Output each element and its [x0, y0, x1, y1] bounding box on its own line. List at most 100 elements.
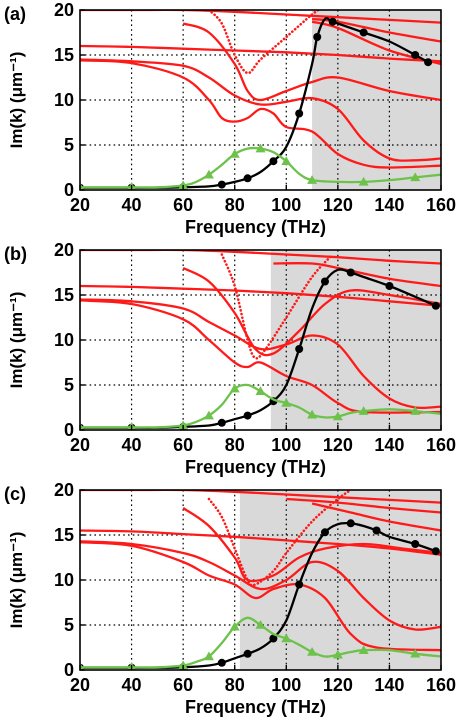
data-point-triangle [229, 149, 240, 158]
series-red-dotted-5 [207, 490, 353, 587]
x-tick-label: 80 [225, 195, 245, 215]
data-point-circle [269, 157, 278, 166]
panel-label: (c) [4, 484, 26, 504]
y-tick-label: 10 [54, 570, 74, 590]
series-red-0 [80, 490, 441, 504]
series-red-1 [80, 529, 441, 556]
y-tick-label: 0 [64, 180, 74, 200]
series-red-0 [80, 250, 441, 265]
series-red-3 [80, 541, 441, 652]
data-point-triangle [410, 406, 421, 415]
series-red-3 [80, 299, 441, 414]
data-point-circle [385, 282, 394, 290]
data-point-triangle [80, 422, 85, 430]
data-point-triangle [332, 649, 343, 659]
series-green-9 [80, 616, 441, 669]
series-red-1 [80, 44, 441, 63]
series-group [80, 10, 441, 190]
chart-panel-1: 20 40 60 80 100 120 140 160 0 5 10 15 20 Frequency (T… [4, 0, 456, 237]
data-point-triangle [410, 648, 421, 658]
y-axis-label: Im(k) (μm⁻¹) [7, 532, 26, 629]
x-tick-label: 160 [426, 435, 456, 455]
data-point-triangle [358, 406, 369, 415]
series-red-dotted-5 [220, 253, 334, 360]
x-tick-label: 20 [70, 435, 90, 455]
data-point-triangle [229, 383, 240, 393]
data-point-circle [411, 540, 420, 548]
x-tick-label: 100 [271, 675, 301, 695]
series-group [80, 490, 441, 670]
data-point-triangle [178, 660, 189, 670]
y-tick-label: 5 [64, 375, 74, 395]
series-red-0 [80, 10, 441, 24]
x-tick-label: 60 [173, 675, 193, 695]
y-tick-label: 15 [54, 525, 74, 545]
data-point-triangle [307, 409, 318, 419]
y-tick-label: 15 [54, 45, 74, 65]
data-point-triangle [281, 398, 292, 407]
data-point-circle [320, 277, 329, 286]
series-red-4 [182, 266, 441, 357]
x-tick-label: 40 [122, 675, 142, 695]
chart-panel-3: 20 40 60 80 100 120 140 160 0 5 10 15 20 Frequency (T… [4, 480, 456, 717]
y-tick-label: 20 [54, 480, 74, 500]
series-red-2 [80, 540, 441, 631]
series-red-7 [311, 502, 441, 532]
data-point-circle [320, 528, 329, 537]
data-point-triangle [281, 633, 292, 643]
panel-label: (b) [4, 244, 27, 264]
x-tick-label: 60 [173, 435, 193, 455]
series-green-8 [80, 383, 441, 429]
x-tick-label: 20 [70, 675, 90, 695]
x-tick-label: 100 [271, 195, 301, 215]
data-point-circle [431, 547, 440, 556]
x-tick-label: 40 [122, 195, 142, 215]
y-tick-label: 10 [54, 330, 74, 350]
data-point-circle [269, 634, 278, 643]
x-axis-label: Frequency (THz) [185, 697, 326, 717]
y-tick-label: 5 [64, 615, 74, 635]
data-point-triangle [229, 621, 240, 631]
data-point-triangle [203, 169, 214, 179]
data-point-triangle [80, 182, 85, 190]
x-tick-label: 160 [426, 675, 456, 695]
series-red-6 [311, 17, 441, 43]
y-tick-label: 0 [64, 660, 74, 680]
data-point-triangle [255, 620, 266, 629]
chart-panel-2: 20 40 60 80 100 120 140 160 0 5 10 15 20 Frequency (T… [4, 240, 456, 477]
data-point-circle [431, 301, 440, 310]
data-point-circle [424, 58, 433, 67]
y-tick-label: 20 [54, 240, 74, 260]
data-point-circle [313, 33, 322, 41]
x-tick-label: 140 [374, 675, 404, 695]
y-tick-label: 20 [54, 0, 74, 20]
data-point-triangle [307, 175, 318, 184]
x-tick-label: 120 [323, 435, 353, 455]
y-axis-label: Im(k) (μm⁻¹) [7, 292, 26, 389]
y-tick-label: 15 [54, 285, 74, 305]
x-tick-label: 140 [374, 195, 404, 215]
data-point-circle [295, 345, 304, 353]
y-tick-label: 10 [54, 90, 74, 110]
data-point-circle [243, 174, 252, 183]
data-point-circle [295, 109, 304, 118]
data-point-circle [217, 418, 226, 427]
data-point-circle [217, 658, 226, 667]
data-point-triangle [410, 172, 421, 182]
data-point-triangle [307, 647, 318, 656]
data-point-triangle [255, 386, 266, 396]
data-point-triangle [332, 411, 343, 421]
x-tick-label: 140 [374, 435, 404, 455]
y-axis-label: Im(k) (μm⁻¹) [7, 52, 26, 149]
series-red-2 [80, 58, 441, 162]
data-point-circle [243, 411, 252, 420]
x-tick-label: 120 [323, 195, 353, 215]
x-tick-label: 80 [225, 675, 245, 695]
data-point-triangle [203, 410, 214, 420]
data-point-circle [411, 51, 420, 59]
data-point-circle [295, 580, 304, 589]
data-point-triangle [358, 176, 369, 186]
series-red-1 [80, 284, 441, 307]
x-tick-label: 20 [70, 195, 90, 215]
